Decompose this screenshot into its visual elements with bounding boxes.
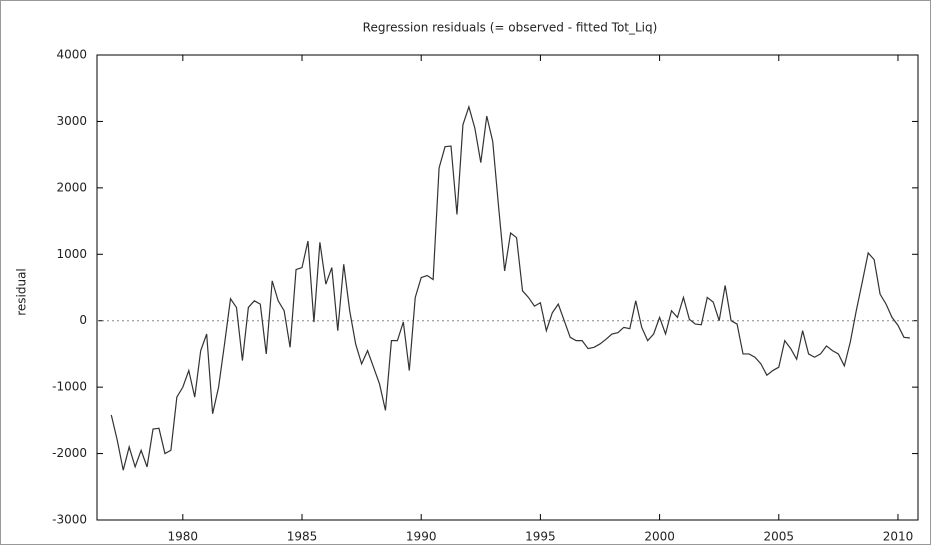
y-tick-label: 4000 (56, 48, 87, 62)
y-tick-label: -1000 (52, 380, 87, 394)
y-tick-label: -3000 (52, 513, 87, 527)
residual-line (110, 104, 910, 471)
plot-area (96, 54, 919, 521)
y-tick-label: 1000 (56, 247, 87, 261)
x-tick-label: 1995 (525, 530, 556, 544)
y-tick-label: -2000 (52, 446, 87, 460)
x-tick-label: 2005 (764, 530, 795, 544)
y-tick-label: 3000 (56, 114, 87, 128)
y-tick-label: 2000 (56, 180, 87, 194)
chart-title: Regression residuals (= observed - fitte… (363, 21, 658, 35)
x-tick-label: 2010 (883, 530, 914, 544)
x-tick-label: 2000 (644, 530, 675, 544)
y-axis-label: residual (15, 268, 29, 316)
x-tick-label: 1985 (287, 530, 318, 544)
y-tick-label: 0 (79, 313, 87, 327)
x-tick-label: 1990 (406, 530, 437, 544)
x-tick-label: 1980 (168, 530, 199, 544)
